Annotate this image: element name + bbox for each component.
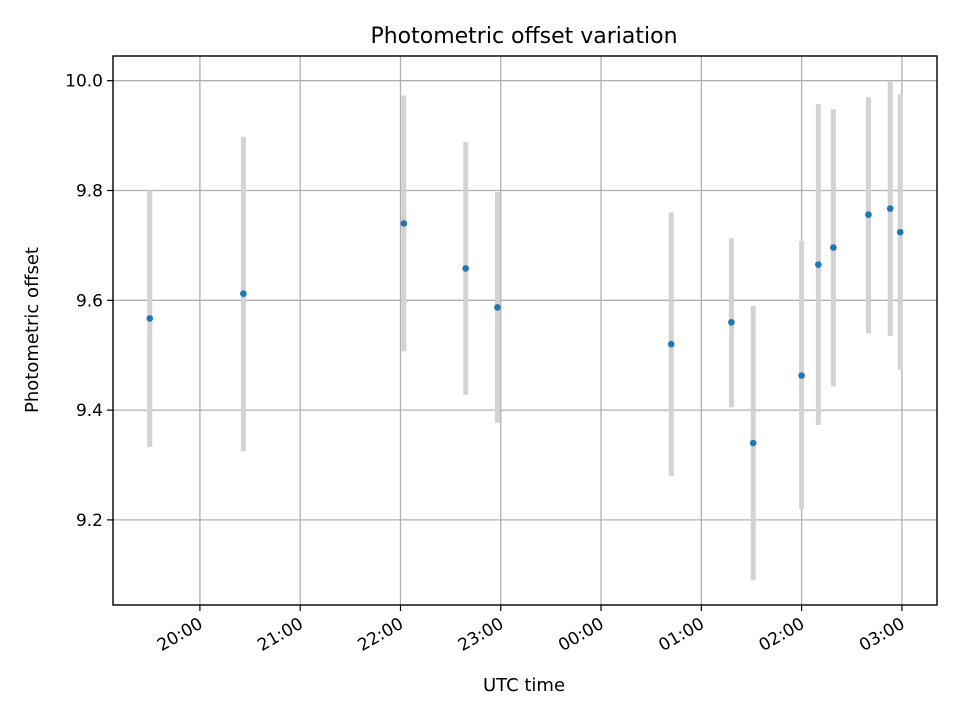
y-tick-label: 9.8 [76, 182, 103, 202]
y-tick-label: 10.0 [65, 72, 103, 92]
y-tick-label: 9.2 [76, 511, 103, 531]
data-point [749, 439, 757, 447]
x-tick-label: 21:00 [254, 614, 306, 656]
data-point [886, 205, 894, 212]
data-point [240, 290, 247, 298]
x-axis-ticks: 20:00 21:00 22:00 23:00 00:00 01:00 02:00 03:00 [154, 605, 908, 656]
data-point [400, 220, 408, 227]
y-axis-label: Photometric offset [22, 247, 43, 413]
data-point [865, 211, 872, 218]
x-tick-label: 20:00 [154, 614, 206, 656]
x-axis-label: UTC time [483, 675, 565, 696]
y-axis-ticks: 9.2 9.4 9.6 9.8 10.0 [65, 72, 113, 531]
x-tick-label: 01:00 [655, 614, 707, 656]
y-tick-label: 9.4 [76, 401, 103, 421]
data-point [494, 304, 501, 311]
data-point [146, 315, 154, 322]
data-point [830, 244, 837, 251]
error-bars [147, 80, 903, 581]
grid [113, 56, 937, 605]
data-point [896, 228, 904, 236]
chart-title: Photometric offset variation [370, 24, 677, 49]
x-tick-label: 03:00 [856, 614, 908, 656]
data-points [146, 205, 904, 447]
x-tick-label: 22:00 [355, 614, 407, 656]
y-tick-label: 9.6 [76, 291, 103, 311]
data-point [798, 372, 805, 379]
data-point [462, 265, 469, 272]
x-tick-label: 23:00 [455, 614, 507, 656]
plot-frame [112, 55, 938, 606]
data-point [667, 340, 675, 348]
data-point [728, 318, 735, 326]
x-tick-label: 02:00 [756, 614, 808, 656]
data-point [815, 261, 822, 268]
x-tick-label: 00:00 [555, 614, 607, 656]
